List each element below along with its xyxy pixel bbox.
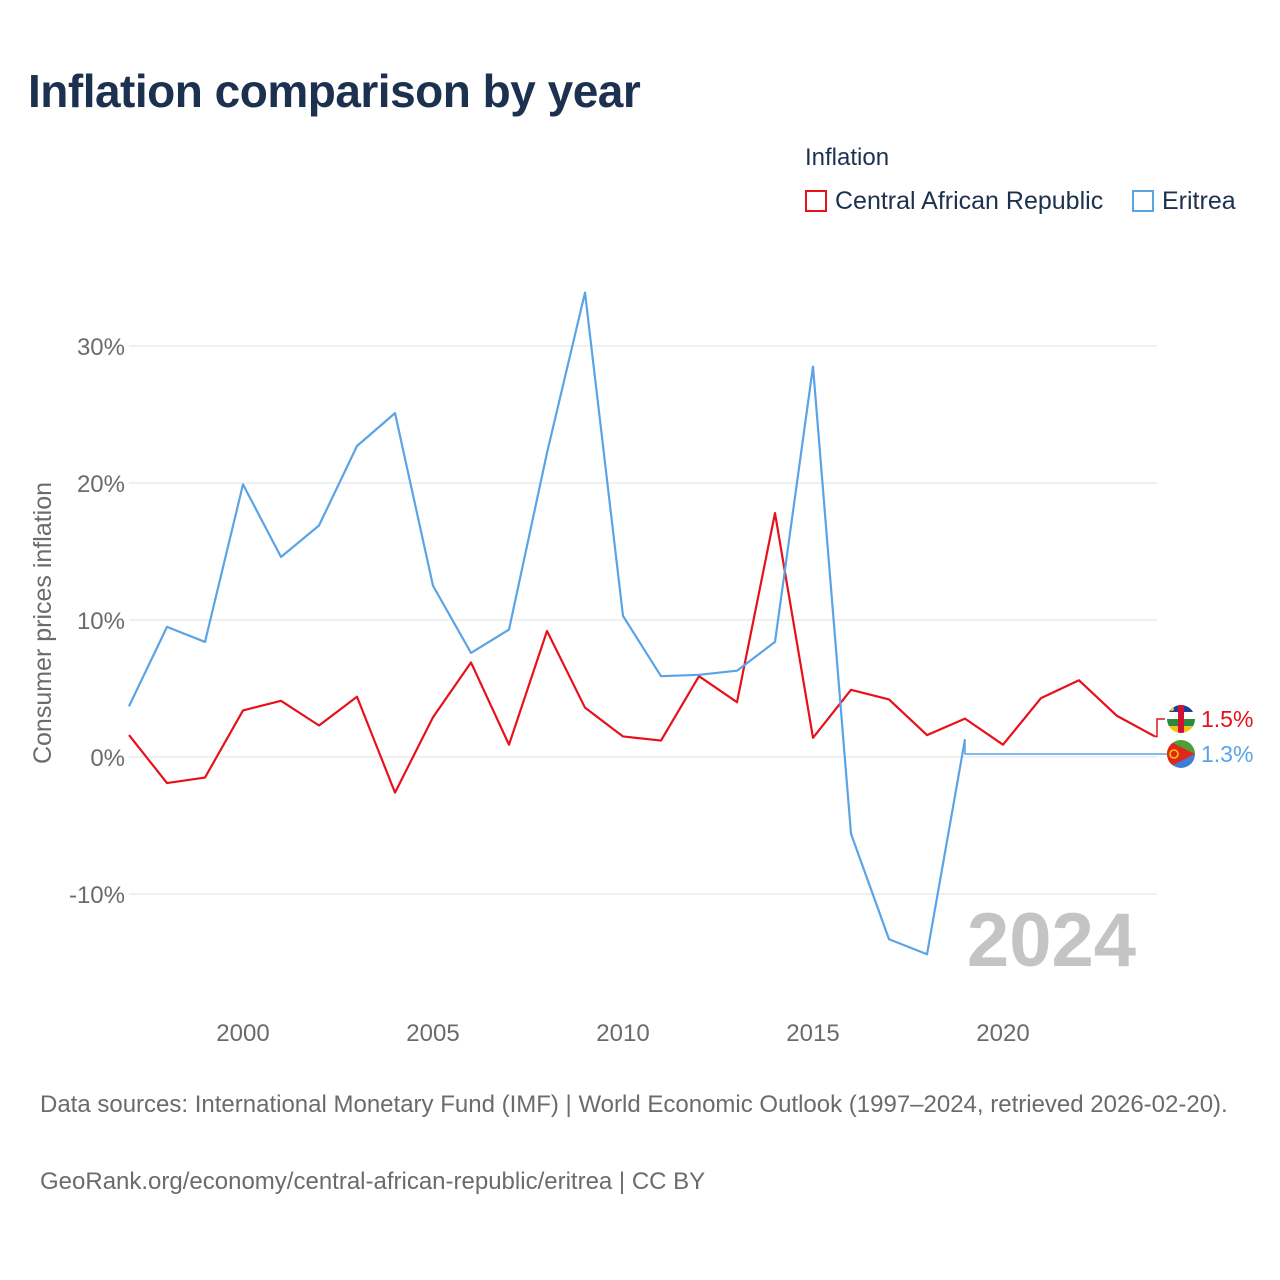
eritrea-end-label: 1.3% [1201, 741, 1253, 767]
car-end-connector [1155, 718, 1165, 738]
series-line-central-african-republic[interactable] [128, 512, 1156, 794]
eritrea-end-connector [964, 739, 1170, 755]
legend-swatch-eritrea [1132, 190, 1154, 212]
year-watermark: 2024 [967, 898, 1136, 983]
car-flag-icon [1167, 705, 1195, 733]
y-tick-label: 0% [90, 745, 125, 772]
legend-item-eritrea[interactable]: Eritrea [1132, 186, 1236, 216]
series-line-eritrea[interactable] [128, 291, 967, 956]
car-end-label: 1.5% [1201, 706, 1253, 732]
x-tick-label: 2020 [976, 1020, 1029, 1047]
legend-item-central-african-republic[interactable]: Central African Republic [805, 186, 1103, 216]
y-tick-label: -10% [69, 882, 125, 909]
line-chart: -10% 0% 10% 20% 30% 2000 2005 2010 2015 2020 Con… [29, 291, 1253, 1047]
legend-swatch-car [805, 190, 827, 212]
legend-title: Inflation [805, 144, 890, 171]
x-tick-label: 2015 [786, 1020, 839, 1047]
legend-label-eritrea: Eritrea [1162, 186, 1236, 215]
y-tick-label: 20% [77, 471, 125, 498]
footer-sources: Data sources: International Monetary Fun… [40, 1091, 1228, 1118]
x-tick-label: 2005 [406, 1020, 459, 1047]
y-axis-label: Consumer prices inflation [29, 482, 57, 764]
x-tick-label: 2010 [596, 1020, 649, 1047]
y-tick-label: 30% [77, 334, 125, 361]
eritrea-flag-icon [1167, 740, 1195, 768]
chart-title: Inflation comparison by year [28, 65, 641, 117]
legend-label-car: Central African Republic [835, 186, 1104, 215]
y-tick-label: 10% [77, 608, 125, 635]
footer-credit[interactable]: GeoRank.org/economy/central-african-repu… [40, 1168, 706, 1195]
x-tick-label: 2000 [216, 1020, 269, 1047]
